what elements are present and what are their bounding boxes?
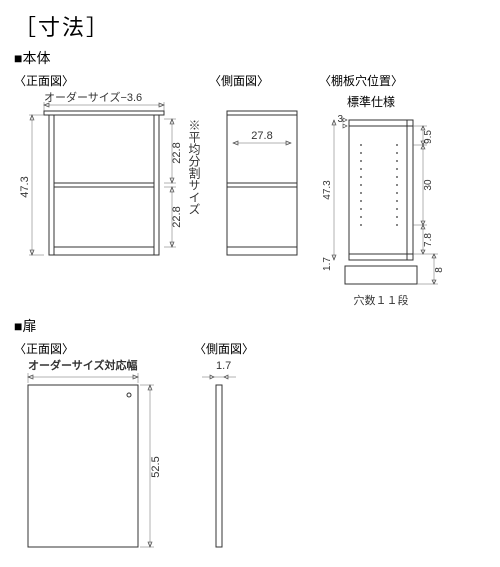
svg-text:7.8: 7.8 xyxy=(423,233,434,247)
shelf-holes xyxy=(360,144,398,226)
svg-text:47.3: 47.3 xyxy=(19,176,31,197)
order-size-text: オーダーサイズ−3.6 xyxy=(44,90,142,104)
svg-text:3: 3 xyxy=(337,114,343,125)
svg-text:22.8: 22.8 xyxy=(171,142,183,163)
door-side-drawing: 1.7 xyxy=(194,357,284,557)
door-side-label: 〈側面図〉 xyxy=(194,340,284,357)
std-spec-label: 標準仕様 xyxy=(347,93,479,110)
body-section-label: ■本体 xyxy=(14,48,486,68)
svg-text:1.7: 1.7 xyxy=(216,360,231,372)
avg-split-text: ※平均分割サイズ xyxy=(187,119,201,215)
shelf-hole-label: 〈棚板穴位置〉 xyxy=(319,72,479,89)
door-front-drawing: オーダーサイズ対応幅 52.5 xyxy=(14,357,184,557)
page-title: ［寸法］ xyxy=(14,10,486,42)
svg-text:30: 30 xyxy=(423,179,434,191)
door-width-text: オーダーサイズ対応幅 xyxy=(28,358,137,372)
shelf-hole-drawing: 3 47.3 1.7 xyxy=(319,110,479,310)
svg-text:1.7: 1.7 xyxy=(322,257,333,271)
svg-text:27.8: 27.8 xyxy=(251,130,272,142)
hole-count-text: 穴数１１段 xyxy=(354,293,409,307)
svg-text:22.8: 22.8 xyxy=(171,206,183,227)
svg-text:9.5: 9.5 xyxy=(423,130,434,144)
svg-text:47.3: 47.3 xyxy=(322,180,333,200)
front-view-label: 〈正面図〉 xyxy=(14,72,209,89)
door-section-label: ■扉 xyxy=(14,316,486,336)
svg-text:8: 8 xyxy=(434,267,445,273)
side-view-drawing: 27.8 xyxy=(209,89,319,269)
front-view-drawing: オーダーサイズ−3.6 xyxy=(14,89,209,269)
svg-text:52.5: 52.5 xyxy=(150,456,162,477)
door-front-label: 〈正面図〉 xyxy=(14,340,184,357)
side-view-label: 〈側面図〉 xyxy=(209,72,319,89)
